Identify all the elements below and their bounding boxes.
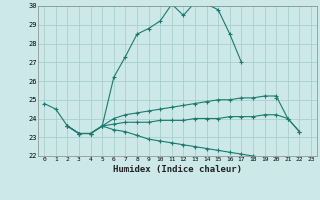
X-axis label: Humidex (Indice chaleur): Humidex (Indice chaleur) bbox=[113, 165, 242, 174]
